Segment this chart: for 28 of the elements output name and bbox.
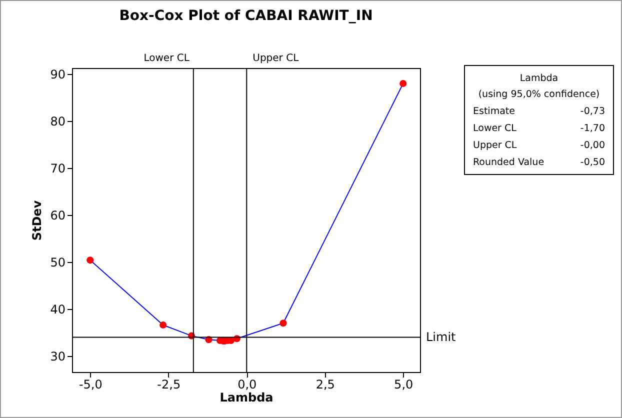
x-axis-title: Lambda: [220, 390, 274, 404]
text: Rounded Value: [473, 157, 544, 168]
y-tick-label: 80: [50, 114, 66, 129]
text: -0,73: [580, 106, 605, 117]
y-tick-label: 70: [50, 162, 66, 176]
ref-line-label: Limit: [426, 330, 456, 344]
x-tick-label: 0,0: [238, 378, 257, 392]
x-tick-label: 5,0: [394, 378, 414, 392]
chart-title: Box-Cox Plot of CABAI RAWIT_IN: [119, 8, 373, 24]
text: Estimate: [473, 106, 515, 117]
text: Lambda: [518, 73, 560, 84]
x-tick-label: -5,0: [78, 378, 102, 392]
text: (using 95,0% confidence): [477, 89, 601, 100]
y-tick-label: 90: [50, 68, 66, 82]
text: -0,00: [580, 140, 605, 151]
y-tick-label: 50: [50, 256, 66, 270]
text: -0,50: [580, 157, 605, 168]
x-tick-label: 2,5: [316, 378, 335, 392]
ref-line-label: Upper CL: [252, 53, 300, 64]
y-axis-title: StDev: [30, 200, 44, 241]
y-tick-label: 40: [50, 302, 66, 317]
text: Lower CL: [473, 123, 516, 134]
ref-line-label: Lower CL: [144, 53, 190, 64]
y-tick-label: 30: [50, 350, 66, 364]
text: Upper CL: [473, 140, 517, 151]
y-tick-label: 60: [50, 208, 66, 223]
x-tick-label: -2,5: [157, 378, 181, 392]
text: -1,70: [580, 123, 605, 134]
